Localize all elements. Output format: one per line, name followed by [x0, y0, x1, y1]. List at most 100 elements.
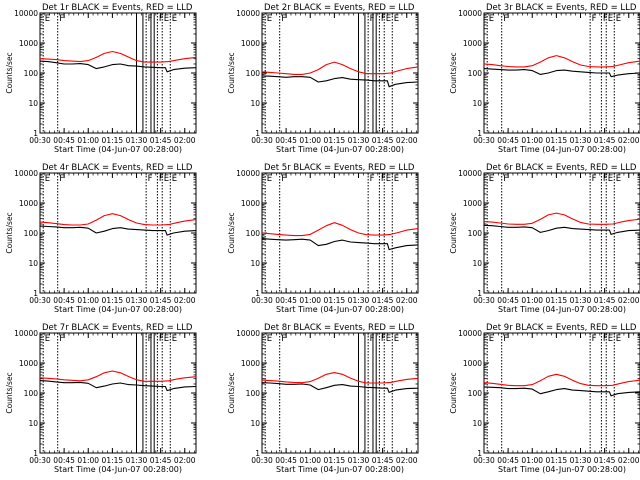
- x-tick-label: 00:30: [29, 296, 51, 305]
- marker-label: E: [267, 174, 272, 184]
- x-tick-label: 01:30: [570, 456, 592, 465]
- y-tick-label: 1: [255, 289, 260, 298]
- marker-label: F: [603, 334, 608, 344]
- x-tick-label: 01:45: [372, 456, 394, 465]
- x-tick-label: 01:45: [150, 296, 172, 305]
- y-tick-label: 10: [472, 419, 482, 428]
- panel-4: Det 4r BLACK = Events, RED = LLD 1 10 100 10…: [5, 163, 197, 314]
- marker-label: F: [503, 174, 508, 184]
- plot-frame: [483, 12, 640, 134]
- marker-label: F: [148, 334, 153, 344]
- marker-label: F: [159, 334, 164, 344]
- marker-label: F: [370, 174, 375, 184]
- marker-label: E: [386, 334, 391, 344]
- marker-label: E: [608, 14, 613, 24]
- x-tick-label: 01:45: [150, 136, 172, 145]
- y-tick-label: 10: [472, 259, 482, 268]
- y-axis-label: Counts/sec: [227, 212, 236, 253]
- marker-label: F: [159, 174, 164, 184]
- x-tick-label: 01:30: [126, 136, 148, 145]
- y-tick-label: 1000: [19, 199, 38, 208]
- y-tick-label: 1000: [463, 199, 482, 208]
- panel-6: Det 6r BLACK = Events, RED = LLD 1 10 100 10…: [449, 163, 640, 314]
- x-axis-label: Start Time (04-Jun-07 00:28:00): [276, 465, 404, 474]
- x-tick-label: 00:45: [497, 456, 519, 465]
- y-tick-label: 10: [28, 99, 38, 108]
- y-tick-label: 10000: [14, 169, 38, 178]
- x-axis-label: Start Time (04-Jun-07 00:28:00): [498, 465, 626, 474]
- panel-title: Det 3r BLACK = Events, RED = LLD: [486, 3, 637, 13]
- x-tick-label: 01:15: [324, 296, 346, 305]
- y-axis-label: Counts/sec: [5, 212, 14, 253]
- marker-label: F: [370, 334, 375, 344]
- x-tick-label: 02:00: [174, 296, 196, 305]
- x-tick-label: 01:00: [77, 296, 99, 305]
- x-tick-label: 01:30: [570, 136, 592, 145]
- lld-series-line: [483, 373, 640, 387]
- panel-7: Det 7r BLACK = Events, RED = LLD 1 10 100 10…: [5, 323, 197, 474]
- lld-series-line: [261, 61, 419, 75]
- x-tick-label: 01:45: [594, 456, 616, 465]
- y-tick-label: 1: [477, 129, 482, 138]
- panel-title: Det 1r BLACK = Events, RED = LLD: [42, 3, 193, 13]
- panel-title: Det 8r BLACK = Events, RED = LLD: [264, 323, 415, 333]
- marker-label: F: [281, 174, 286, 184]
- marker-label: E: [394, 334, 399, 344]
- y-tick-label: 10000: [458, 329, 482, 338]
- marker-label: E: [489, 14, 494, 24]
- x-tick-label: 00:45: [497, 296, 519, 305]
- marker-label: E: [394, 174, 399, 184]
- events-series-line: [261, 238, 419, 251]
- events-series-line: [39, 225, 197, 236]
- y-tick-label: 10: [250, 99, 260, 108]
- x-tick-label: 01:15: [546, 136, 568, 145]
- marker-label: E: [616, 14, 621, 24]
- x-tick-label: 00:30: [473, 456, 495, 465]
- panel-title: Det 7r BLACK = Events, RED = LLD: [42, 323, 193, 333]
- y-tick-label: 1: [477, 289, 482, 298]
- x-tick-label: 01:15: [102, 456, 124, 465]
- marker-label: E: [164, 334, 169, 344]
- y-tick-label: 100: [468, 389, 483, 398]
- x-tick-label: 01:45: [150, 456, 172, 465]
- y-tick-label: 10: [472, 99, 482, 108]
- marker-label: E: [608, 334, 613, 344]
- y-tick-label: 1: [33, 449, 38, 458]
- marker-label: E: [172, 334, 177, 344]
- events-series-line: [39, 380, 197, 392]
- marker-label: E: [386, 14, 391, 24]
- panel-title: Det 6r BLACK = Events, RED = LLD: [486, 163, 637, 173]
- lld-series-line: [39, 213, 197, 226]
- x-tick-label: 01:00: [77, 136, 99, 145]
- x-tick-label: 01:00: [77, 456, 99, 465]
- marker-label: F: [503, 14, 508, 24]
- marker-label: E: [489, 174, 494, 184]
- x-tick-label: 01:30: [348, 456, 370, 465]
- x-axis-label: Start Time (04-Jun-07 00:28:00): [498, 145, 626, 154]
- y-tick-label: 100: [246, 69, 261, 78]
- marker-label: F: [592, 334, 597, 344]
- x-tick-label: 01:00: [299, 296, 321, 305]
- y-tick-label: 1: [255, 129, 260, 138]
- x-tick-label: 01:45: [594, 136, 616, 145]
- events-series-line: [483, 68, 640, 78]
- x-tick-label: 01:15: [102, 296, 124, 305]
- x-tick-label: 00:45: [53, 136, 75, 145]
- x-tick-label: 00:45: [275, 136, 297, 145]
- y-tick-label: 1000: [19, 39, 38, 48]
- x-tick-label: 01:15: [324, 456, 346, 465]
- x-tick-label: 01:15: [102, 136, 124, 145]
- y-axis-label: Counts/sec: [449, 212, 458, 253]
- x-tick-label: 01:00: [521, 296, 543, 305]
- panel-1: Det 1r BLACK = Events, RED = LLD 1 10 100 10…: [5, 3, 197, 154]
- x-tick-label: 02:00: [396, 136, 418, 145]
- y-tick-label: 10: [250, 259, 260, 268]
- y-tick-label: 1000: [19, 359, 38, 368]
- marker-label: E: [608, 174, 613, 184]
- x-tick-label: 00:30: [473, 136, 495, 145]
- lld-series-line: [39, 370, 197, 382]
- x-tick-label: 01:45: [594, 296, 616, 305]
- x-tick-label: 00:45: [53, 296, 75, 305]
- marker-label: F: [592, 174, 597, 184]
- x-tick-label: 00:30: [29, 136, 51, 145]
